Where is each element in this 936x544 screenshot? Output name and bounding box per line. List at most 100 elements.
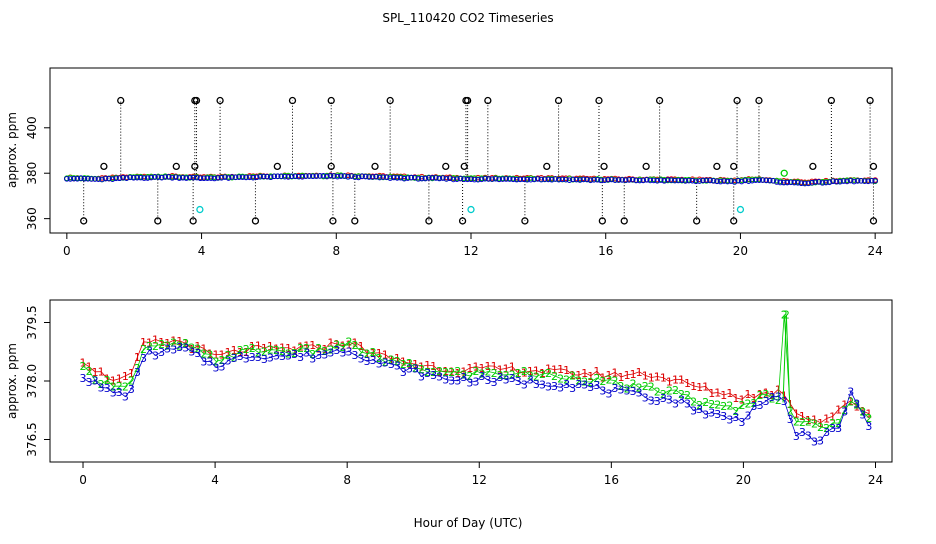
series-3-point: 3 <box>569 382 576 395</box>
series-3-point: 3 <box>744 410 751 423</box>
series-1-point: 1 <box>811 414 818 427</box>
series-3-point: 3 <box>702 408 709 421</box>
series-3-point <box>352 174 358 180</box>
series-3-point <box>271 173 277 180</box>
series-3-point <box>172 174 179 180</box>
series-3-point <box>190 174 197 181</box>
series-3-point <box>411 174 418 181</box>
series-1-point: 1 <box>515 367 522 380</box>
series-3-point: 3 <box>279 350 286 363</box>
series-1-point: 1 <box>170 334 177 347</box>
series-3-point <box>626 177 632 183</box>
series-3-point <box>812 179 819 185</box>
series-1-point: 1 <box>636 366 643 379</box>
outlier-point <box>600 162 608 171</box>
series-3-point <box>566 177 573 183</box>
series-2-point: 2 <box>660 388 667 401</box>
series-1-point: 1 <box>817 417 824 430</box>
outlier-point <box>866 96 874 105</box>
outlier-point <box>458 217 467 225</box>
series-1-point: 1 <box>853 400 860 413</box>
series-1-point: 1 <box>273 342 280 355</box>
series-1-point: 1 <box>388 353 395 366</box>
series-3-point <box>475 176 481 183</box>
series-1-point: 1 <box>793 407 800 420</box>
bottom-y-tick-label: 378.0 <box>25 364 39 398</box>
series-3-point <box>99 176 105 183</box>
series-3-point: 3 <box>327 346 334 359</box>
series-3-point <box>520 176 527 183</box>
series-2-point: 2 <box>781 309 788 322</box>
series-3-point <box>285 174 292 180</box>
series-3-point <box>858 177 864 184</box>
series-3-point <box>74 175 81 182</box>
series-1-point: 1 <box>158 336 165 349</box>
series-2-point: 2 <box>509 369 516 382</box>
series-3-point <box>693 178 699 185</box>
chart-title: SPL_110420 CO2 Timeseries <box>382 11 553 25</box>
series-3-point <box>496 176 502 183</box>
top-panel: approx. ppm 0 4 8 12 16 20 24 360 380 400 <box>5 67 893 258</box>
series-3-point <box>299 174 306 180</box>
series-2-spike-point: 2 <box>783 309 790 322</box>
series-3-point <box>208 175 214 181</box>
series-3-point: 3 <box>225 355 232 368</box>
series-3-point <box>770 177 777 184</box>
outlier-point <box>327 96 335 105</box>
series-2-point: 2 <box>158 338 165 351</box>
series-3-point: 3 <box>213 361 220 374</box>
top-x-tick-label: 20 <box>733 244 748 258</box>
series-3-point: 3 <box>678 393 685 406</box>
outlier-point <box>154 217 162 225</box>
series-1-point: 1 <box>678 374 685 387</box>
series-3-point: 3 <box>442 373 449 386</box>
series-2-point: 2 <box>720 400 727 413</box>
series-3-point <box>78 175 84 181</box>
outlier-point <box>172 162 180 171</box>
outlier-point <box>192 96 201 105</box>
series-2-point: 2 <box>267 344 274 357</box>
outlier-point <box>386 96 394 105</box>
series-3-point <box>489 176 495 182</box>
series-1-point: 1 <box>346 339 353 352</box>
series-3-point <box>141 175 147 181</box>
series-3-point <box>369 174 376 180</box>
series-3-point: 3 <box>273 350 280 363</box>
series-3-point: 3 <box>412 363 419 376</box>
series-2-point: 2 <box>648 381 655 394</box>
series-3-point <box>64 176 70 182</box>
series-2-point: 2 <box>823 422 830 435</box>
series-3-point <box>503 176 509 182</box>
series-3-point: 3 <box>478 370 485 383</box>
series-3-point: 3 <box>775 390 782 403</box>
series-3-point <box>826 179 833 186</box>
series-3-point: 3 <box>605 387 612 400</box>
outlier-point <box>595 96 603 105</box>
series-3-point <box>647 177 654 184</box>
series-3-point: 3 <box>267 351 274 364</box>
series-1-point: 1 <box>418 360 425 373</box>
series-2-point: 2 <box>188 341 195 354</box>
series-3-point <box>215 175 221 181</box>
series-3-point: 3 <box>599 385 606 398</box>
outlier-point <box>598 217 607 225</box>
series-3-point <box>763 177 770 184</box>
series-3-point: 3 <box>315 349 322 362</box>
series-3-point <box>443 176 450 182</box>
series-3-point <box>95 176 102 182</box>
outlier-point <box>327 162 335 171</box>
series-3-point <box>640 177 647 184</box>
series-3-point: 3 <box>551 380 558 393</box>
series-3-point <box>622 177 629 183</box>
series-1-point: 1 <box>696 381 703 394</box>
series-3-point: 3 <box>206 355 213 368</box>
series-1-point: 1 <box>478 362 485 375</box>
series-2-line <box>82 314 870 429</box>
series-2-point: 2 <box>545 367 552 380</box>
series-2-point: 2 <box>642 380 649 393</box>
outlier-point <box>730 217 738 225</box>
series-1-point: 1 <box>430 360 437 373</box>
series-3-point: 3 <box>847 386 854 399</box>
series-3-point <box>682 178 689 184</box>
series-3-point <box>180 174 186 181</box>
